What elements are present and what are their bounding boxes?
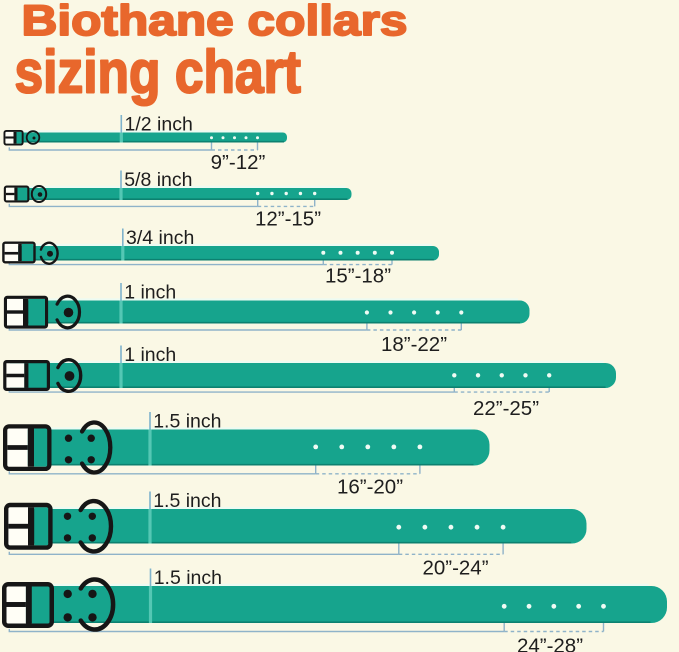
svg-text:18”-22”: 18”-22” [381,333,447,356]
svg-text:1 inch: 1 inch [124,282,176,304]
svg-text:1.5 inch: 1.5 inch [154,567,222,589]
svg-text:24”-28”: 24”-28” [517,635,583,652]
svg-text:1.5 inch: 1.5 inch [153,490,221,512]
svg-text:1.5 inch: 1.5 inch [153,411,221,433]
svg-text:12”-15”: 12”-15” [255,208,321,231]
svg-text:9”-12”: 9”-12” [211,151,266,174]
svg-text:1/2 inch: 1/2 inch [125,114,193,136]
svg-text:Biothane collars: Biothane collars [22,0,408,44]
svg-text:20”-24”: 20”-24” [422,556,488,579]
svg-text:1 inch: 1 inch [124,344,176,366]
svg-text:15”-18”: 15”-18” [325,264,391,287]
svg-text:5/8 inch: 5/8 inch [124,169,192,191]
svg-text:16”-20”: 16”-20” [337,475,403,498]
svg-text:22”-25”: 22”-25” [473,397,539,420]
svg-text:sizing chart: sizing chart [15,38,302,106]
svg-text:3/4 inch: 3/4 inch [126,227,194,249]
